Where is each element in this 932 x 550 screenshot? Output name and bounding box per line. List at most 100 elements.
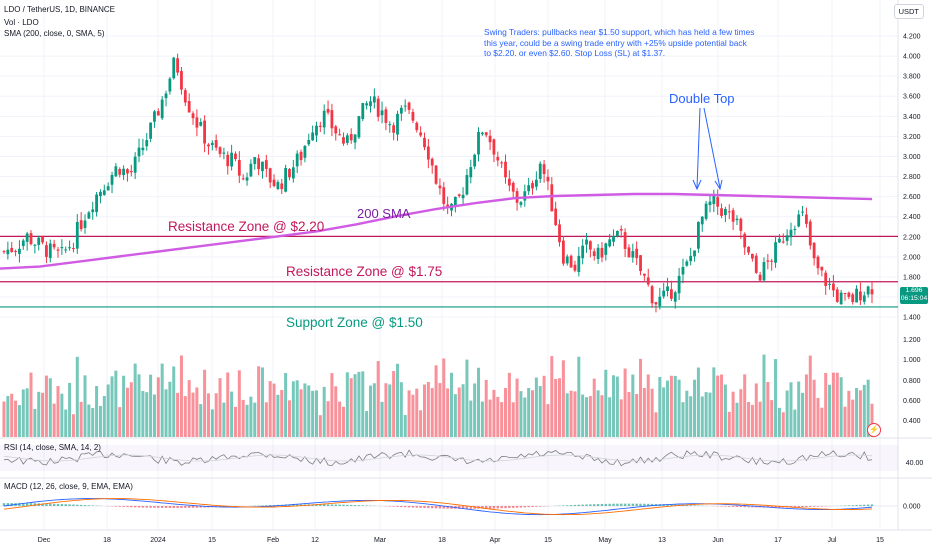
volume-bar: [631, 374, 635, 437]
candle-body: [126, 169, 129, 174]
volume-bar: [222, 402, 226, 437]
macd-histogram-bar: [805, 506, 808, 508]
macd-histogram-bar: [176, 506, 179, 508]
macd-histogram-bar: [168, 506, 172, 508]
candle-body: [349, 134, 353, 141]
macd-histogram-bar: [407, 506, 411, 508]
candle-body: [619, 229, 623, 231]
macd-line: [3, 498, 873, 516]
macd-histogram-bar: [458, 506, 461, 509]
candle-body: [724, 208, 727, 216]
candle-body: [812, 242, 816, 259]
volume-bar: [129, 382, 133, 437]
volume-bar: [750, 404, 754, 437]
macd-histogram-bar: [508, 506, 511, 509]
volume-bar: [245, 404, 249, 437]
volume-bar: [812, 379, 816, 437]
volume-bar: [284, 373, 288, 437]
volume-bar: [500, 402, 504, 437]
macd-histogram-bar: [473, 506, 476, 509]
macd-histogram-bar: [596, 504, 600, 506]
volume-bar: [538, 386, 542, 437]
macd-histogram-bar: [569, 505, 573, 506]
volume-bar: [191, 392, 195, 437]
candle-body: [156, 111, 160, 116]
candle-body: [291, 167, 295, 179]
macd-histogram-bar: [18, 503, 21, 506]
candle-body: [500, 162, 504, 164]
macd-histogram-bar: [859, 504, 862, 506]
macd-histogram-bar: [346, 504, 349, 506]
macd-histogram-bar: [56, 503, 60, 506]
lightning-icon[interactable]: ⚡: [867, 423, 881, 437]
time-tick-label: 13: [658, 537, 666, 544]
volume-bar: [365, 411, 369, 437]
volume-bar: [654, 412, 658, 437]
last-price-tag: 1.696 06:15:04: [900, 287, 928, 304]
macd-histogram-bar: [361, 505, 364, 506]
macd-histogram-bar: [816, 506, 820, 507]
candle-body: [438, 185, 442, 189]
macd-histogram-bar: [535, 506, 538, 507]
candle-body: [10, 247, 14, 252]
candle-body: [191, 113, 195, 119]
macd-legend[interactable]: MACD (12, 26, close, 9, EMA, EMA): [4, 482, 133, 491]
macd-histogram-bar: [512, 506, 515, 508]
macd-histogram-bar: [801, 506, 804, 508]
candle-body: [288, 169, 291, 178]
rsi-legend[interactable]: RSI (14, close, SMA, 14, 2): [4, 443, 101, 452]
macd-histogram-bar: [693, 505, 696, 506]
macd-histogram-bar: [25, 503, 29, 506]
candle-body: [25, 233, 29, 242]
price-tick-label: 1.800: [903, 274, 921, 281]
volume-bar: [492, 389, 496, 437]
candle-body: [720, 208, 723, 216]
candle-body: [523, 191, 527, 201]
volume-bar: [338, 401, 342, 437]
candle-body: [110, 174, 114, 185]
volume-bar: [349, 378, 353, 437]
candle-body: [434, 165, 438, 184]
macd-histogram-bar: [685, 505, 689, 506]
volume-bar: [612, 375, 616, 437]
macd-histogram-bar: [261, 505, 264, 506]
volume-bar: [295, 380, 299, 437]
currency-button[interactable]: USDT: [893, 4, 924, 19]
candle-body: [357, 116, 361, 138]
volume-bar: [843, 406, 847, 437]
volume-bar: [415, 388, 419, 437]
volume-legend[interactable]: Vol · LDO: [4, 18, 39, 27]
candle-body: [83, 220, 87, 228]
price-tick-label: 2.800: [903, 174, 921, 181]
macd-histogram-bar: [322, 504, 326, 506]
candle-body: [758, 274, 762, 281]
candle-body: [538, 163, 542, 179]
macd-histogram-bar: [295, 504, 299, 506]
candle-body: [461, 194, 465, 199]
candle-body: [839, 292, 843, 305]
candle-body: [145, 140, 149, 147]
volume-bar: [450, 372, 454, 437]
candle-body: [561, 240, 565, 264]
volume-bar: [314, 390, 318, 437]
candle-body: [789, 229, 793, 238]
candle-body: [203, 120, 207, 144]
macd-histogram-bar: [431, 506, 434, 509]
volume-bar: [870, 403, 874, 437]
price-tick-label: 2.000: [903, 254, 921, 261]
volume-bar: [380, 401, 384, 437]
macd-histogram-bar: [689, 505, 692, 506]
macd-histogram-bar: [60, 504, 64, 506]
candle-body: [581, 245, 585, 259]
macd-histogram-bar: [809, 506, 812, 507]
macd-histogram-bar: [33, 503, 37, 506]
candle-body: [820, 266, 824, 271]
candle-body: [480, 132, 484, 135]
symbol-title[interactable]: LDO / TetherUS, 1D, BINANCE: [4, 5, 115, 14]
sma-legend[interactable]: SMA (200, close, 0, SMA, 5): [4, 29, 105, 38]
macd-histogram-bar: [724, 506, 727, 507]
volume-bar: [704, 392, 708, 437]
candle-body: [453, 196, 457, 206]
volume-bar: [673, 375, 677, 437]
